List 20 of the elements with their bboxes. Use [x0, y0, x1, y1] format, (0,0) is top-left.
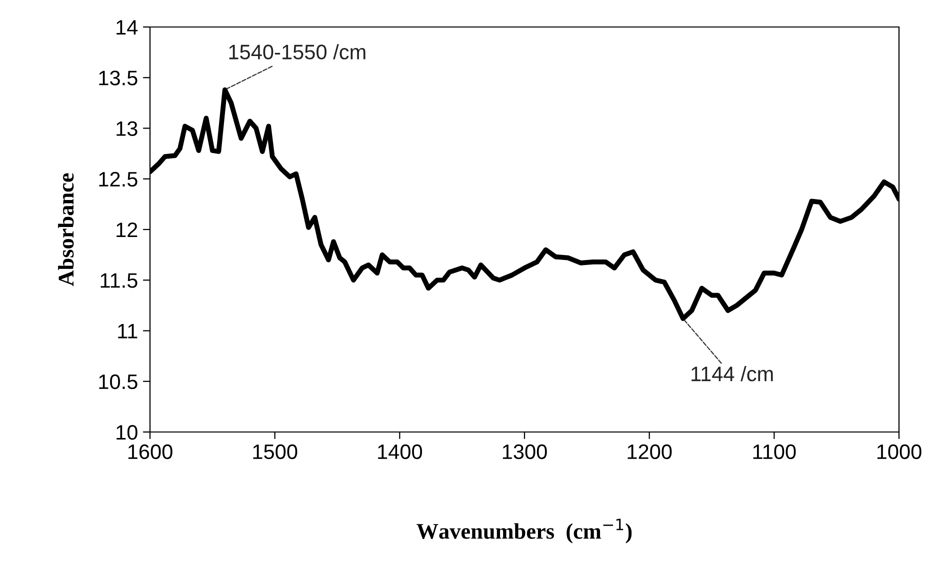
y-tick-label: 10.5 [99, 374, 138, 390]
x-tick-label: 1200 [628, 444, 672, 460]
x-tick-label: 1600 [128, 444, 172, 460]
x-tick-label: 1100 [753, 444, 796, 460]
y-tick-label: 12.5 [99, 172, 138, 187]
y-tick-label: 13.5 [99, 70, 138, 86]
y-axis-title: Absorbance [58, 173, 74, 286]
y-tick-label: 14 [116, 20, 138, 35]
y-tick-label: 12 [116, 222, 138, 238]
y-tick-label: 11 [118, 324, 138, 338]
annotation: 1540-1550 /cm [229, 44, 366, 60]
y-tick-label: 13 [116, 121, 138, 136]
y-tick-label: 11.5 [100, 273, 138, 288]
x-tick-label: 1500 [253, 444, 298, 460]
x-tick-label: 1400 [378, 444, 422, 460]
y-tick-label: 10 [116, 425, 138, 440]
x-axis-title: Wavenumbers (cm$^{−1}$) [416, 518, 632, 544]
x-tick-label: 1300 [502, 444, 547, 460]
x-tick-label: 1000 [877, 444, 922, 460]
annotation: 1144 /cm [692, 366, 773, 382]
